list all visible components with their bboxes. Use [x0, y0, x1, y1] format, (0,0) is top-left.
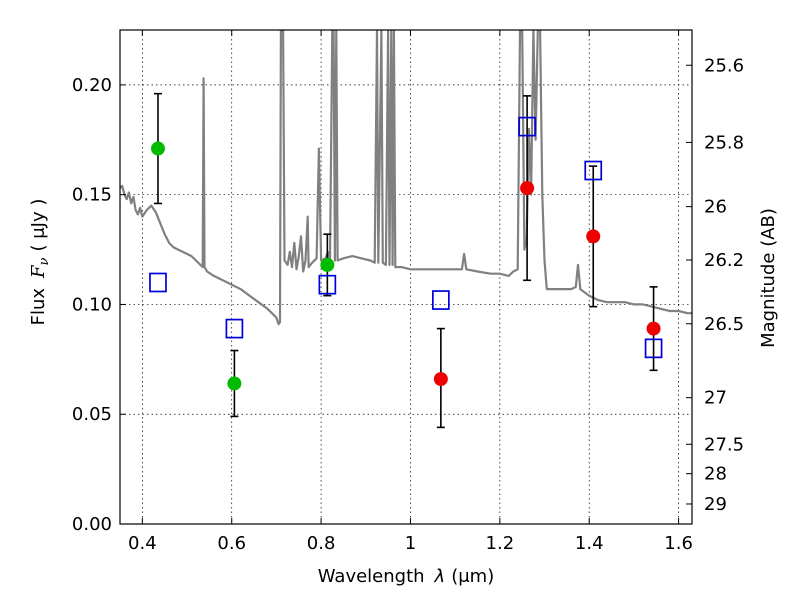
- x-tick-label: 0.8: [307, 533, 336, 554]
- model-photometry-square: [149, 272, 167, 293]
- model-photometry-square: [518, 116, 536, 137]
- y-axis-title-left: FluxFν( μJy ): [28, 199, 52, 326]
- magnitude-tick-label: 26: [704, 197, 727, 218]
- red-data-point: [586, 229, 601, 244]
- magnitude-tick-label: 27.5: [704, 434, 744, 455]
- red-data-point: [433, 372, 448, 387]
- x-axis-title: Wavelength λ (μm): [318, 566, 494, 587]
- x-tick-label: 1: [405, 533, 416, 554]
- x-tick-label: 0.4: [128, 533, 157, 554]
- model-photometry-square: [644, 338, 663, 359]
- y-tick-label: 0.15: [72, 185, 112, 206]
- green-data-point: [320, 257, 335, 272]
- model-photometry-square: [318, 274, 337, 295]
- y-tick-label: 0.05: [72, 404, 112, 425]
- grid-lines: [120, 30, 692, 525]
- model-photometry-square: [432, 290, 450, 310]
- model-photometry-square: [225, 318, 244, 339]
- y-axis-title-right: Magnitude (AB): [758, 208, 779, 348]
- y-tick-label: 0.20: [72, 75, 112, 96]
- red-data-point: [520, 181, 535, 196]
- plot-frame: [119, 29, 693, 525]
- y-tick-label: 0.00: [72, 514, 112, 535]
- magnitude-tick-label: 27: [704, 388, 727, 409]
- axis-ticks: 0.4 0.6 0.8 1 1.2 1.4 1.6 0.00 0.05 0.10 0.15 0.20 2…: [72, 30, 744, 554]
- model-spectrum-layer: [120, 30, 692, 326]
- magnitude-tick-label: 26.5: [704, 314, 744, 335]
- x-tick-label: 1.6: [664, 533, 693, 554]
- green-data-point: [227, 376, 242, 391]
- green-data-point: [150, 141, 165, 156]
- y-tick-label: 0.10: [72, 294, 112, 315]
- model-photometry-square: [584, 160, 603, 181]
- data-points-layer: [149, 116, 663, 391]
- x-tick-label: 1.4: [575, 533, 604, 554]
- magnitude-tick-label: 25.8: [704, 132, 744, 153]
- x-tick-label: 0.6: [217, 533, 246, 554]
- x-tick-label: 1.2: [486, 533, 515, 554]
- red-data-point: [646, 321, 661, 336]
- error-bars-layer: [153, 92, 658, 429]
- magnitude-tick-label: 25.6: [704, 55, 744, 76]
- model-spectrum-line: [120, 30, 692, 326]
- magnitude-tick-label: 26.2: [704, 250, 744, 271]
- magnitude-tick-label: 29: [704, 494, 727, 515]
- magnitude-tick-label: 28: [704, 464, 727, 485]
